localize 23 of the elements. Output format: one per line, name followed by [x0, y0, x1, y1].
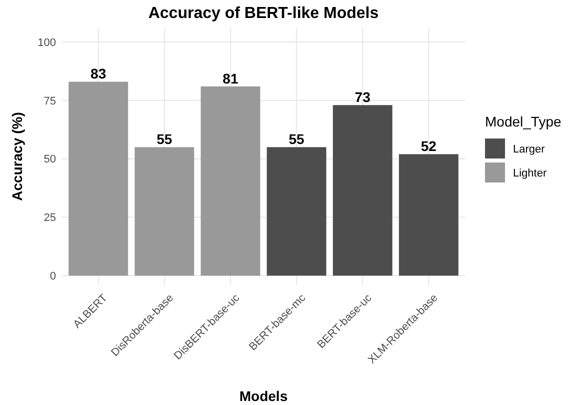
y-tick-label: 50	[44, 154, 56, 166]
y-tick-label: 75	[44, 95, 56, 108]
x-axis-title: Models	[239, 388, 288, 404]
bar	[134, 147, 194, 276]
data-label: 83	[90, 66, 106, 82]
y-tick-label: 25	[44, 212, 56, 224]
legend-label: Larger	[513, 143, 546, 156]
data-label: 52	[420, 138, 437, 154]
bar	[266, 147, 326, 276]
legend-title: Model_Type	[485, 114, 562, 130]
y-axis-title: Accuracy (%)	[9, 112, 25, 201]
legend-label: Lighter	[513, 167, 547, 180]
bar	[332, 105, 392, 276]
data-label: 73	[354, 89, 371, 106]
y-tick-label: 100	[38, 36, 56, 49]
data-label: 55	[156, 131, 172, 148]
bar	[68, 82, 128, 276]
y-tick-label: 0	[50, 270, 56, 283]
chart-title: Accuracy of BERT-like Models	[148, 5, 379, 22]
data-label: 55	[288, 131, 305, 148]
data-label: 81	[222, 70, 238, 86]
bar	[200, 86, 260, 276]
bar	[398, 154, 458, 276]
